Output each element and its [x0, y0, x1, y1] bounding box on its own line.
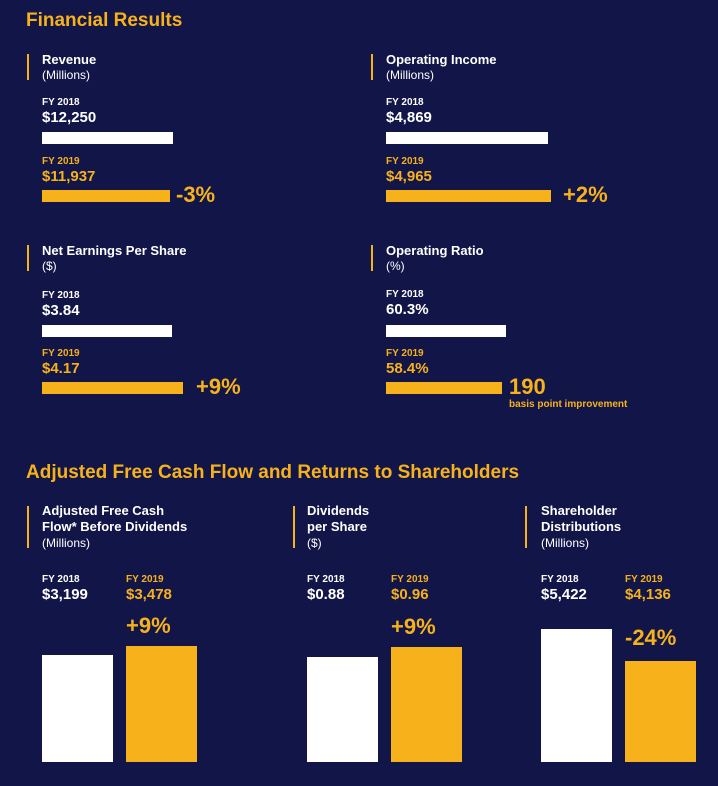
distributions-bar-fy2019	[625, 661, 696, 762]
dps-bar-fy2018	[307, 657, 378, 762]
afcf-change: +9%	[126, 613, 171, 638]
operating-ratio-change: 190	[509, 374, 546, 399]
revenue-fy2018-label: FY 2018	[42, 97, 80, 108]
distributions-fy2018-value: $5,422	[541, 586, 587, 603]
dps-title-line2: per Share	[307, 519, 367, 534]
afcf-fy2019-value: $3,478	[126, 586, 172, 603]
afcf-unit: (Millions)	[42, 536, 90, 550]
operating-ratio-fy2018-value: 60.3%	[386, 301, 429, 318]
distributions-title-line2: Distributions	[541, 519, 622, 534]
operating-income-accent-rule	[371, 54, 373, 80]
distributions-change: -24%	[625, 625, 677, 650]
eps-bar-fy2019	[42, 382, 183, 394]
operating-ratio-fy2019-value: 58.4%	[386, 360, 429, 377]
dps-change: +9%	[391, 614, 436, 639]
afcf-bar-fy2019	[126, 646, 197, 762]
revenue-fy2019-label: FY 2019	[42, 156, 80, 167]
operating-income-bar-fy2018	[386, 132, 548, 144]
dps-unit: ($)	[307, 536, 322, 550]
dps-fy2018-label: FY 2018	[307, 574, 345, 585]
operating-income-bar-fy2019	[386, 190, 551, 202]
revenue-bar-fy2018	[42, 132, 173, 144]
operating-ratio-bar-fy2019	[386, 382, 502, 394]
operating-ratio-change-note: basis point improvement	[509, 399, 628, 410]
dps-fy2018-value: $0.88	[307, 586, 345, 603]
dps-fy2019-label: FY 2019	[391, 574, 429, 585]
revenue-fy2019-value: $11,937	[42, 168, 96, 185]
operating-income-unit: (Millions)	[386, 68, 434, 82]
distributions-title-line1: Shareholder	[541, 503, 617, 518]
eps-accent-rule	[27, 245, 29, 271]
operating-income-fy2019-label: FY 2019	[386, 156, 424, 167]
dps-accent-rule	[293, 506, 295, 548]
revenue-title: Revenue	[42, 52, 97, 67]
dps-bars	[307, 640, 467, 762]
revenue-change: -3%	[176, 182, 216, 207]
distributions-bar-fy2018	[541, 629, 612, 762]
distributions-fy2018-label: FY 2018	[541, 574, 579, 585]
revenue-unit: (Millions)	[42, 68, 90, 82]
eps-fy2018-value: $3.84	[42, 302, 80, 319]
operating-income-fy2018-value: $4,869	[386, 109, 432, 126]
revenue-fy2018-value: $12,250	[42, 109, 97, 126]
eps-fy2019-value: $4.17	[42, 360, 80, 377]
operating-ratio-fy2019-label: FY 2019	[386, 348, 424, 359]
eps-change: +9%	[196, 374, 241, 399]
afcf-title-line1: Adjusted Free Cash	[42, 503, 165, 518]
operating-income-fy2018-label: FY 2018	[386, 97, 424, 108]
afcf-fy2018-label: FY 2018	[42, 574, 80, 585]
afcf-title-line2: Flow* Before Dividends	[42, 519, 188, 534]
eps-fy2019-label: FY 2019	[42, 348, 80, 359]
distributions-unit: (Millions)	[541, 536, 589, 550]
eps-unit: ($)	[42, 259, 57, 273]
revenue-bar-fy2019	[42, 190, 170, 202]
operating-income-title: Operating Income	[386, 52, 497, 67]
distributions-fy2019-value: $4,136	[625, 586, 671, 603]
distributions-bars	[541, 620, 701, 762]
afcf-bar-fy2018	[42, 655, 113, 762]
operating-ratio-bar-fy2018	[386, 325, 506, 337]
dps-bar-fy2019	[391, 647, 462, 762]
operating-ratio-fy2018-label: FY 2018	[386, 289, 424, 300]
eps-fy2018-label: FY 2018	[42, 290, 80, 301]
operating-income-change: +2%	[563, 182, 608, 207]
dps-title-line1: Dividends	[307, 503, 370, 518]
eps-title: Net Earnings Per Share	[42, 243, 187, 258]
operating-ratio-accent-rule	[371, 245, 373, 271]
afcf-fy2019-label: FY 2019	[126, 574, 164, 585]
operating-ratio-unit: (%)	[386, 259, 405, 273]
eps-bar-fy2018	[42, 325, 172, 337]
distributions-accent-rule	[525, 506, 527, 548]
cashflow-section-title: Adjusted Free Cash Flow and Returns to S…	[26, 462, 520, 483]
dps-fy2019-value: $0.96	[391, 586, 429, 603]
afcf-fy2018-value: $3,199	[42, 586, 88, 603]
operating-income-fy2019-value: $4,965	[386, 168, 432, 185]
distributions-fy2019-label: FY 2019	[625, 574, 663, 585]
operating-ratio-title: Operating Ratio	[386, 243, 484, 258]
afcf-bars	[42, 640, 202, 762]
financial-results-title: Financial Results	[26, 10, 183, 31]
afcf-accent-rule	[27, 506, 29, 548]
revenue-accent-rule	[27, 54, 29, 80]
